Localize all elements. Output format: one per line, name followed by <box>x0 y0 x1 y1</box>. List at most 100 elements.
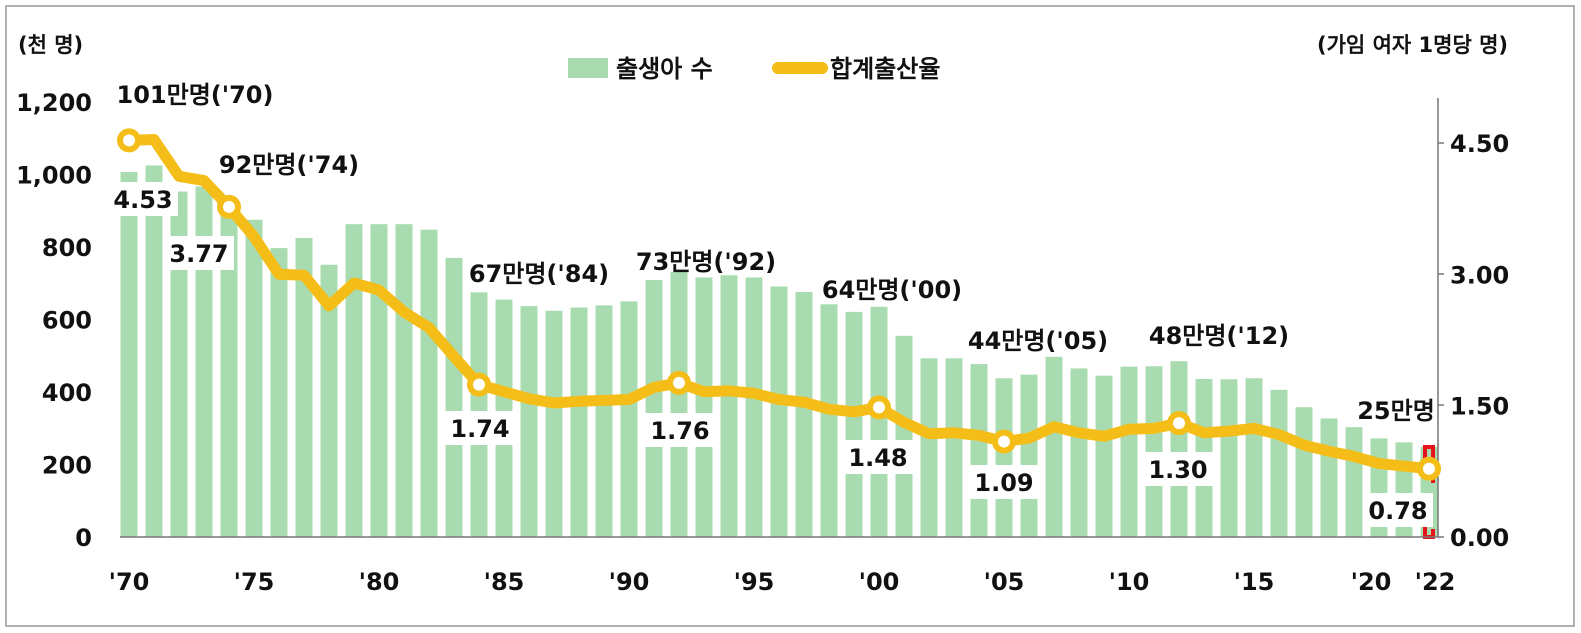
bar-2003 <box>945 358 963 537</box>
bar-1973 <box>195 186 213 537</box>
fertility-label-2005: 1.09 <box>974 469 1033 497</box>
x-tick-label-8: '10 <box>1109 568 1150 596</box>
fertility-label-box-1970 <box>108 182 178 216</box>
left-tick-label-5: 1,000 <box>16 162 92 190</box>
bar-2000 <box>870 306 888 537</box>
bar-2004 <box>970 364 988 537</box>
birth-label-2022: 25만명 <box>1357 397 1435 425</box>
left-tick-label-3: 600 <box>42 307 92 335</box>
bar-2006 <box>1020 374 1038 537</box>
left-tick-label-0: 0 <box>75 524 92 552</box>
bar-1982 <box>420 229 438 537</box>
x-tick-label-7: '05 <box>984 568 1025 596</box>
fertility-label-1984: 1.74 <box>450 415 509 443</box>
fertility-marker-2022 <box>1417 456 1441 481</box>
birth-label-1970: 101만명('70) <box>117 81 274 109</box>
fertility-label-box-1984 <box>445 411 515 445</box>
bar-1996 <box>770 286 788 537</box>
bar-1981 <box>395 224 413 537</box>
fertility-marker-1984 <box>467 372 491 397</box>
left-tick-label-6: 1,200 <box>16 89 92 117</box>
line-series <box>117 128 1441 481</box>
bar-1975 <box>245 219 263 537</box>
chart-frame <box>5 5 1575 627</box>
bar-2017 <box>1295 407 1313 537</box>
bar-1979 <box>345 224 363 537</box>
fertility-label-box-2000 <box>843 440 913 474</box>
fertility-label-2022: 0.78 <box>1368 497 1427 525</box>
legend: 출생아 수 합계출산율 <box>568 55 940 83</box>
bar-1978 <box>320 264 338 537</box>
x-tick-label-5: '95 <box>734 568 775 596</box>
bar-1988 <box>570 307 588 537</box>
fertility-rate-line <box>123 134 1435 475</box>
fertility-label-1970: 4.53 <box>113 186 172 214</box>
x-tick-label-9: '15 <box>1234 568 1275 596</box>
bar-1974 <box>220 201 238 537</box>
right-tick-label-0: 0.00 <box>1450 524 1509 552</box>
bar-2016 <box>1270 389 1288 537</box>
x-tick-label-1: '75 <box>234 568 275 596</box>
left-axis-unit: (천 명) <box>18 33 83 57</box>
fertility-label-2000: 1.48 <box>848 444 907 472</box>
bar-2015 <box>1245 378 1263 537</box>
left-tick-label-2: 400 <box>42 379 92 407</box>
right-tick-label-2: 3.00 <box>1450 261 1509 289</box>
fertility-marker-1974 <box>217 194 241 219</box>
bar-1990 <box>620 301 638 537</box>
fertility-label-box-1992 <box>645 413 715 447</box>
bar-1972 <box>170 191 188 537</box>
fertility-marker-1970 <box>117 128 141 153</box>
annotations: 4.53 3.77 1.74 1.76 1.48 1.09 1.30 0.78 101만명('7… <box>108 81 1435 527</box>
bar-1992 <box>670 272 688 537</box>
x-tick-label-11: '22 <box>1415 568 1456 596</box>
fertility-marker-2012 <box>1167 411 1191 436</box>
bar-2002 <box>920 358 938 537</box>
bar-2018 <box>1320 418 1338 537</box>
fertility-label-1992: 1.76 <box>650 417 709 445</box>
bar-1983 <box>445 257 463 537</box>
fertility-label-box-2012 <box>1143 452 1213 486</box>
bar-1989 <box>595 305 613 537</box>
fertility-marker-1992 <box>667 370 691 395</box>
legend-bar-label: 출생아 수 <box>616 55 713 83</box>
birth-label-2000: 64만명('00) <box>822 276 962 304</box>
bar-1977 <box>295 237 313 537</box>
bar-2014 <box>1220 379 1238 537</box>
left-tick-label-4: 800 <box>42 234 92 262</box>
fertility-label-box-2022 <box>1363 493 1433 527</box>
bar-2001 <box>895 335 913 537</box>
bar-1998 <box>820 304 838 537</box>
bar-1997 <box>795 291 813 537</box>
bar-1986 <box>520 306 538 537</box>
bar-1971 <box>145 165 163 537</box>
bar-2019 <box>1345 427 1363 537</box>
bar-2005 <box>995 378 1013 537</box>
right-axis-unit: (가임 여자 1명당 명) <box>1317 33 1508 57</box>
bar-2012 <box>1170 361 1188 537</box>
bar-1993 <box>695 277 713 537</box>
x-tick-label-0: '70 <box>109 568 150 596</box>
tick-labels: 0 200 400 600 800 1,000 1,200 0.00 1.50 3.00 4.50 '… <box>16 89 1509 596</box>
birth-label-2005: 44만명('05) <box>968 327 1108 355</box>
fertility-label-2012: 1.30 <box>1148 456 1207 484</box>
legend-bar-swatch <box>568 58 608 78</box>
right-tick-label-1: 1.50 <box>1450 393 1509 421</box>
bar-1976 <box>270 248 288 537</box>
right-tick-label-3: 4.50 <box>1450 130 1509 158</box>
bar-1980 <box>370 224 388 537</box>
bar-1994 <box>720 275 738 537</box>
fertility-label-1974: 3.77 <box>169 240 228 268</box>
bar-1991 <box>645 279 663 537</box>
birth-label-1974: 92만명('74) <box>219 151 359 179</box>
bar-1995 <box>745 277 763 537</box>
x-tick-label-2: '80 <box>359 568 400 596</box>
birth-label-1992: 73만명('92) <box>636 248 776 276</box>
fertility-marker-2005 <box>992 429 1016 454</box>
x-tick-label-6: '00 <box>859 568 900 596</box>
birth-label-2012: 48만명('12) <box>1149 322 1289 350</box>
left-tick-label-1: 200 <box>42 452 92 480</box>
bar-2010 <box>1120 366 1138 537</box>
fertility-label-box-1974 <box>164 236 234 270</box>
